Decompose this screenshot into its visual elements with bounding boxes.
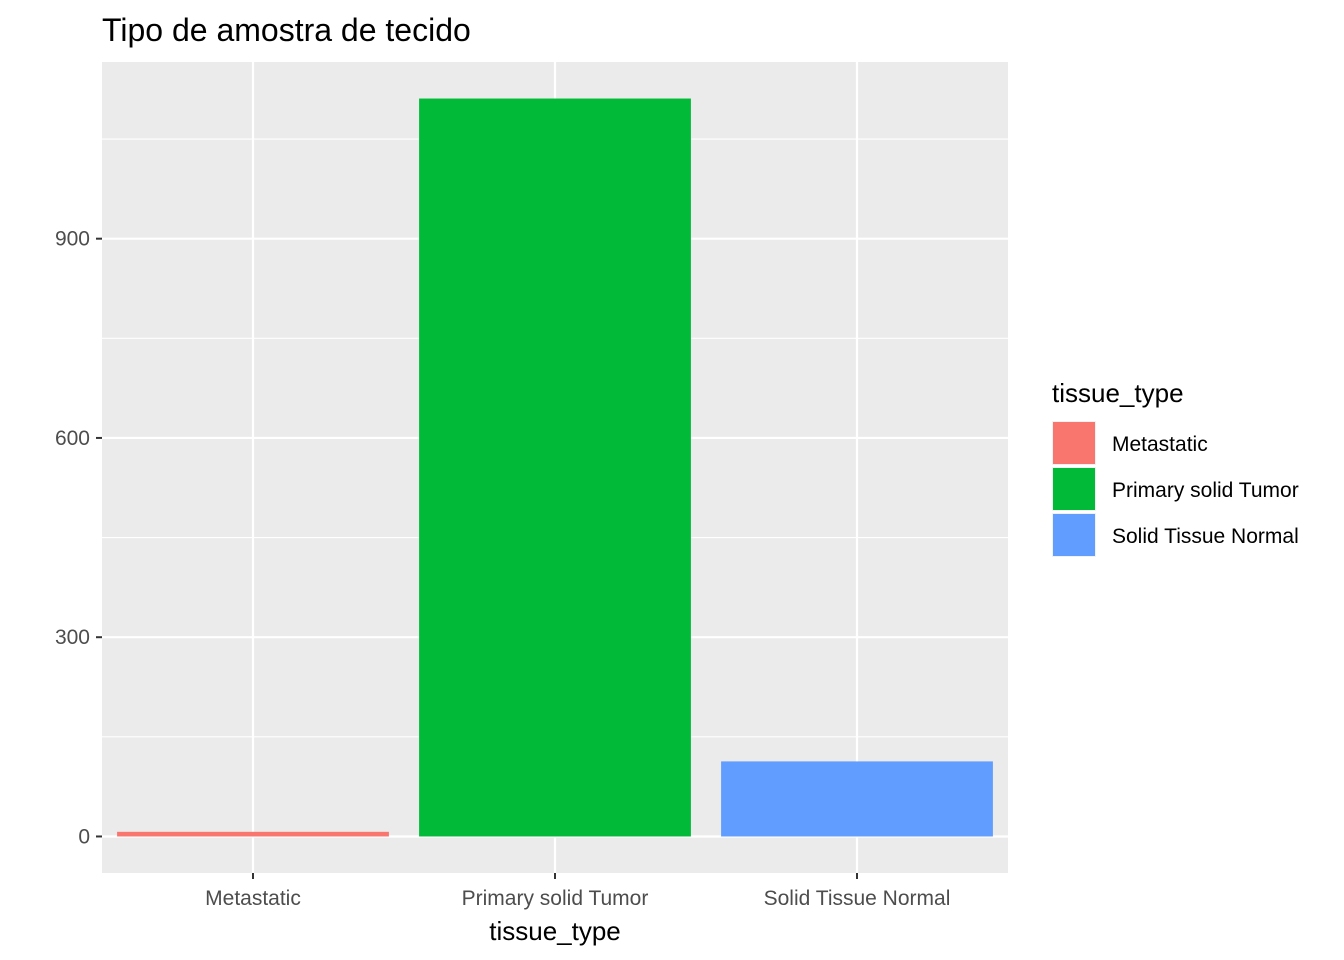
legend-label: Primary solid Tumor — [1112, 479, 1299, 502]
y-tick-label: 900 — [55, 228, 90, 251]
bar-solid-tissue-normal — [721, 761, 993, 837]
chart-title: Tipo de amostra de tecido — [102, 12, 471, 48]
y-tick-label: 300 — [55, 626, 90, 649]
x-tick-label: Primary solid Tumor — [462, 887, 649, 910]
legend-label: Solid Tissue Normal — [1112, 525, 1299, 548]
legend-key — [1053, 514, 1095, 556]
y-axis: 0 300 600 900 — [55, 228, 102, 848]
x-axis-title: tissue_type — [489, 916, 621, 946]
bar-metastatic — [117, 831, 389, 837]
legend-key — [1053, 468, 1095, 510]
x-axis: Metastatic Primary solid Tumor Solid Tissu… — [205, 873, 950, 910]
legend-key — [1053, 422, 1095, 464]
bar-primary-solid-tumor — [419, 98, 691, 837]
y-tick-label: 600 — [55, 427, 90, 450]
bars — [117, 98, 993, 837]
legend-title: tissue_type — [1052, 378, 1184, 408]
legend: tissue_type Metastatic Primary solid Tumo… — [1052, 378, 1299, 557]
legend-label: Metastatic — [1112, 433, 1208, 456]
x-tick-label: Solid Tissue Normal — [764, 887, 951, 910]
x-tick-label: Metastatic — [205, 887, 301, 910]
y-tick-label: 0 — [78, 825, 90, 848]
